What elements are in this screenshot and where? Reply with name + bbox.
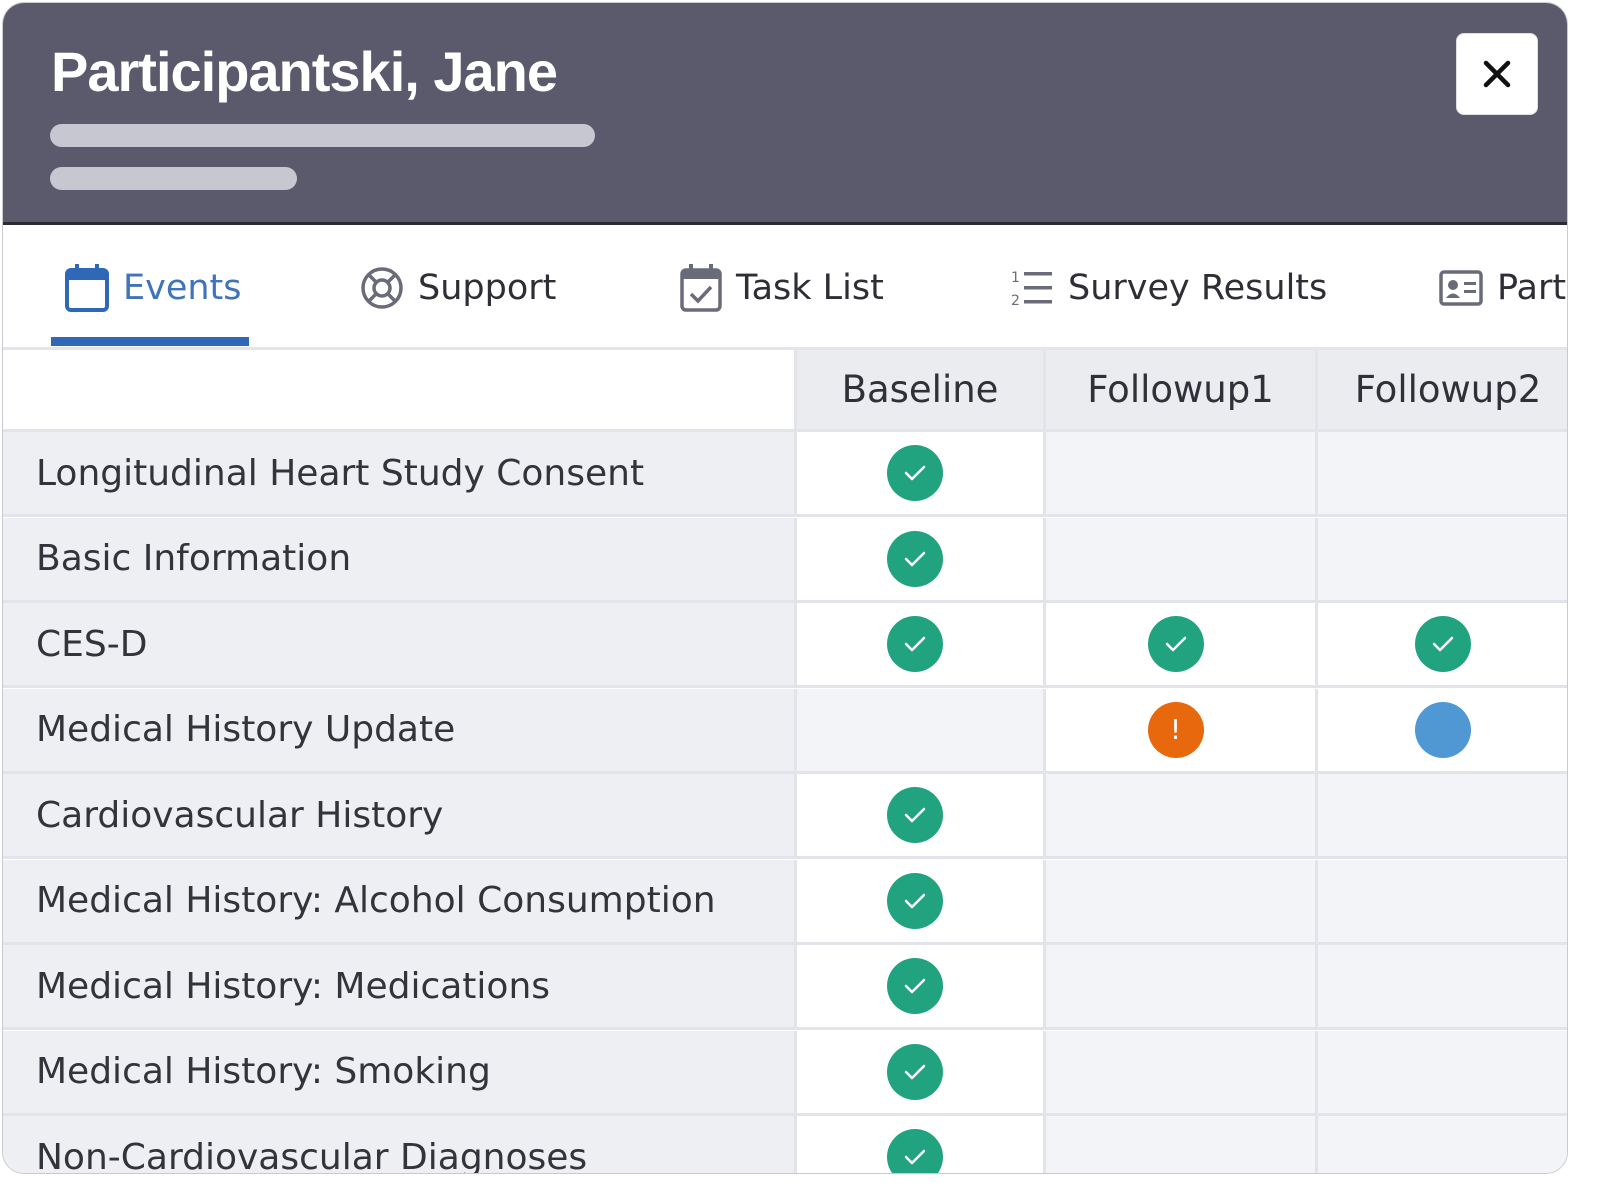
complete-check-icon[interactable] [887,1129,943,1173]
event-status-cell [1318,859,1567,945]
event-status-cell [1046,517,1318,603]
event-name: Basic Information [3,517,797,603]
event-status-cell[interactable] [1318,688,1567,774]
event-name: Medical History: Smoking [3,1030,797,1116]
tab-label: Support [418,267,557,308]
event-row: CES-D [3,603,1567,688]
event-row: Medical History Update! [3,688,1567,774]
complete-check-icon[interactable] [887,616,943,672]
event-status-cell[interactable] [797,1116,1046,1173]
tab-participant[interactable]: Parti [1439,228,1568,347]
event-name: Medical History Update [3,688,797,774]
close-icon [1483,60,1511,88]
event-status-cell[interactable] [1318,603,1567,688]
event-row: Basic Information [3,517,1567,603]
complete-check-icon[interactable] [1415,616,1471,672]
event-name: Non-Cardiovascular Diagnoses [3,1116,797,1173]
grid-header-row: Baseline Followup1 Followup2 [3,350,1567,435]
event-status-cell[interactable] [797,603,1046,688]
tab-label: Task List [736,267,884,308]
event-name: Cardiovascular History [3,774,797,859]
numbered-list-icon: 1 2 [1010,268,1054,308]
placeholder-bar [50,167,297,190]
event-name: Longitudinal Heart Study Consent [3,432,797,517]
event-row: Medical History: Smoking [3,1030,1567,1116]
event-name: CES-D [3,603,797,688]
column-header: Followup2 [1318,350,1567,432]
calendar-check-icon [680,263,722,313]
event-row: Non-Cardiovascular Diagnoses [3,1116,1567,1173]
complete-check-icon[interactable] [887,530,943,587]
event-status-cell[interactable] [1046,603,1318,688]
tab-label: Events [123,267,242,308]
participant-dialog: Participantski, Jane Events [2,2,1568,1174]
event-status-cell[interactable] [797,432,1046,517]
event-row: Cardiovascular History [3,774,1567,859]
event-status-cell[interactable] [797,774,1046,859]
calendar-icon [65,263,109,313]
tab-survey-results[interactable]: 1 2 Survey Results [1010,228,1327,347]
tab-bar: Events Support T [3,228,1567,350]
tab-support[interactable]: Support [360,228,556,347]
participant-header: Participantski, Jane [3,3,1567,225]
lifebuoy-icon [360,266,404,310]
close-button[interactable] [1456,33,1538,115]
column-header: Baseline [797,350,1046,432]
event-row: Medical History: Medications [3,945,1567,1030]
svg-text:2: 2 [1011,293,1020,308]
event-status-cell[interactable] [797,517,1046,603]
svg-text:1: 1 [1011,270,1020,286]
complete-check-icon[interactable] [1147,616,1204,672]
event-status-cell [1046,859,1318,945]
event-row: Longitudinal Heart Study Consent [3,432,1567,517]
complete-check-icon[interactable] [887,958,943,1014]
event-status-cell [1318,1030,1567,1116]
event-name: Medical History: Alcohol Consumption [3,859,797,945]
tab-events[interactable]: Events [65,228,242,347]
event-name: Medical History: Medications [3,945,797,1030]
event-status-cell[interactable] [797,1030,1046,1116]
complete-check-icon[interactable] [887,787,943,843]
event-status-cell [1318,432,1567,517]
event-status-cell [1318,517,1567,603]
complete-check-icon[interactable] [887,445,943,501]
grid-corner [3,350,797,432]
event-status-cell [1318,945,1567,1030]
active-tab-indicator [51,337,249,346]
event-status-cell [1318,774,1567,859]
tab-task-list[interactable]: Task List [680,228,884,347]
scheduled-status-icon[interactable] [1415,701,1471,758]
complete-check-icon[interactable] [887,872,943,929]
event-status-cell [1046,432,1318,517]
complete-check-icon[interactable] [887,1043,943,1100]
event-status-cell [1046,1116,1318,1173]
event-row: Medical History: Alcohol Consumption [3,859,1567,945]
participant-name: Participantski, Jane [51,40,558,103]
warning-icon[interactable]: ! [1147,701,1204,758]
placeholder-bar [50,124,595,147]
event-status-cell[interactable] [797,945,1046,1030]
event-status-cell [1046,1030,1318,1116]
event-status-cell [797,688,1046,774]
tab-label: Survey Results [1068,267,1328,308]
event-status-cell[interactable]: ! [1046,688,1318,774]
event-status-cell [1318,1116,1567,1173]
tab-label: Parti [1497,267,1568,308]
column-header: Followup1 [1046,350,1318,432]
event-status-cell [1046,945,1318,1030]
event-status-cell [1046,774,1318,859]
event-status-cell[interactable] [797,859,1046,945]
id-card-icon [1439,269,1483,306]
